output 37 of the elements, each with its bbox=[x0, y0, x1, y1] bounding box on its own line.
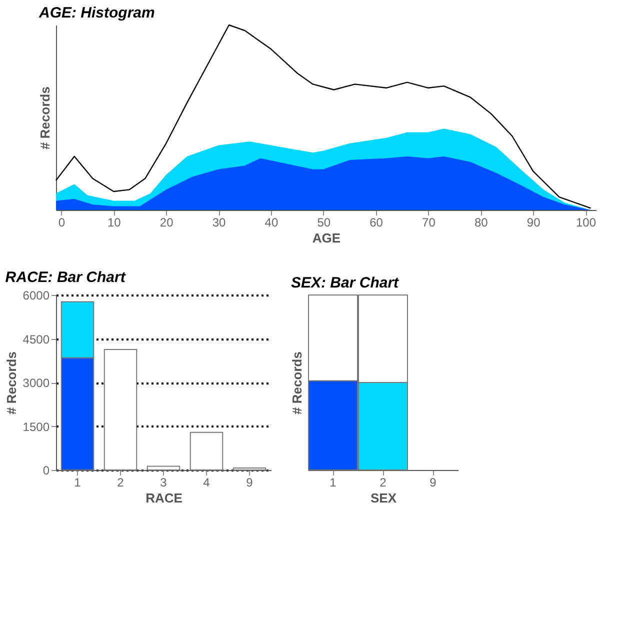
x-tick-label: 10 bbox=[107, 216, 122, 230]
y-tick-label: 0 bbox=[42, 464, 50, 478]
x-tick-label: 2 bbox=[380, 476, 387, 490]
bar bbox=[232, 467, 266, 470]
x-axis-title: SEX bbox=[370, 490, 397, 506]
x-tick-label: 2 bbox=[117, 476, 124, 490]
chart-title: SEX: Bar Chart bbox=[291, 274, 400, 292]
x-tick-label: 9 bbox=[246, 476, 254, 490]
y-tick-label: 6000 bbox=[22, 288, 50, 302]
x-tick-label: 20 bbox=[160, 216, 174, 230]
bar bbox=[190, 432, 224, 470]
x-tick-label: 0 bbox=[58, 216, 66, 230]
x-tick-label: 80 bbox=[474, 216, 488, 230]
x-tick-label: 1 bbox=[74, 476, 82, 490]
y-tick-label: 3000 bbox=[22, 376, 50, 390]
x-tick-label: 9 bbox=[430, 476, 437, 490]
bar bbox=[104, 349, 138, 470]
y-axis-title: # Records bbox=[290, 352, 304, 414]
chart-title: RACE: Bar Chart bbox=[5, 269, 126, 286]
x-tick-label: 40 bbox=[264, 216, 278, 230]
x-tick-label: 60 bbox=[370, 216, 384, 230]
chart-title: AGE: Histogram bbox=[38, 4, 155, 22]
y-axis-title: # Records bbox=[38, 86, 52, 150]
x-axis-title: AGE bbox=[312, 230, 341, 246]
x-tick-label: 3 bbox=[160, 476, 168, 490]
x-tick-label: 70 bbox=[422, 216, 436, 230]
y-tick-label: 1500 bbox=[22, 420, 50, 434]
bar bbox=[146, 466, 180, 470]
x-tick-label: 1 bbox=[330, 476, 337, 490]
x-tick-label: 50 bbox=[317, 216, 331, 230]
y-axis-title: # Records bbox=[4, 352, 19, 414]
x-tick-label: 30 bbox=[212, 216, 226, 230]
x-tick-label: 4 bbox=[203, 476, 210, 490]
y-tick-label: 4500 bbox=[22, 332, 50, 346]
x-tick-label: 90 bbox=[526, 216, 541, 230]
x-axis-title: RACE bbox=[146, 490, 183, 506]
x-tick-label: 100 bbox=[576, 216, 596, 230]
